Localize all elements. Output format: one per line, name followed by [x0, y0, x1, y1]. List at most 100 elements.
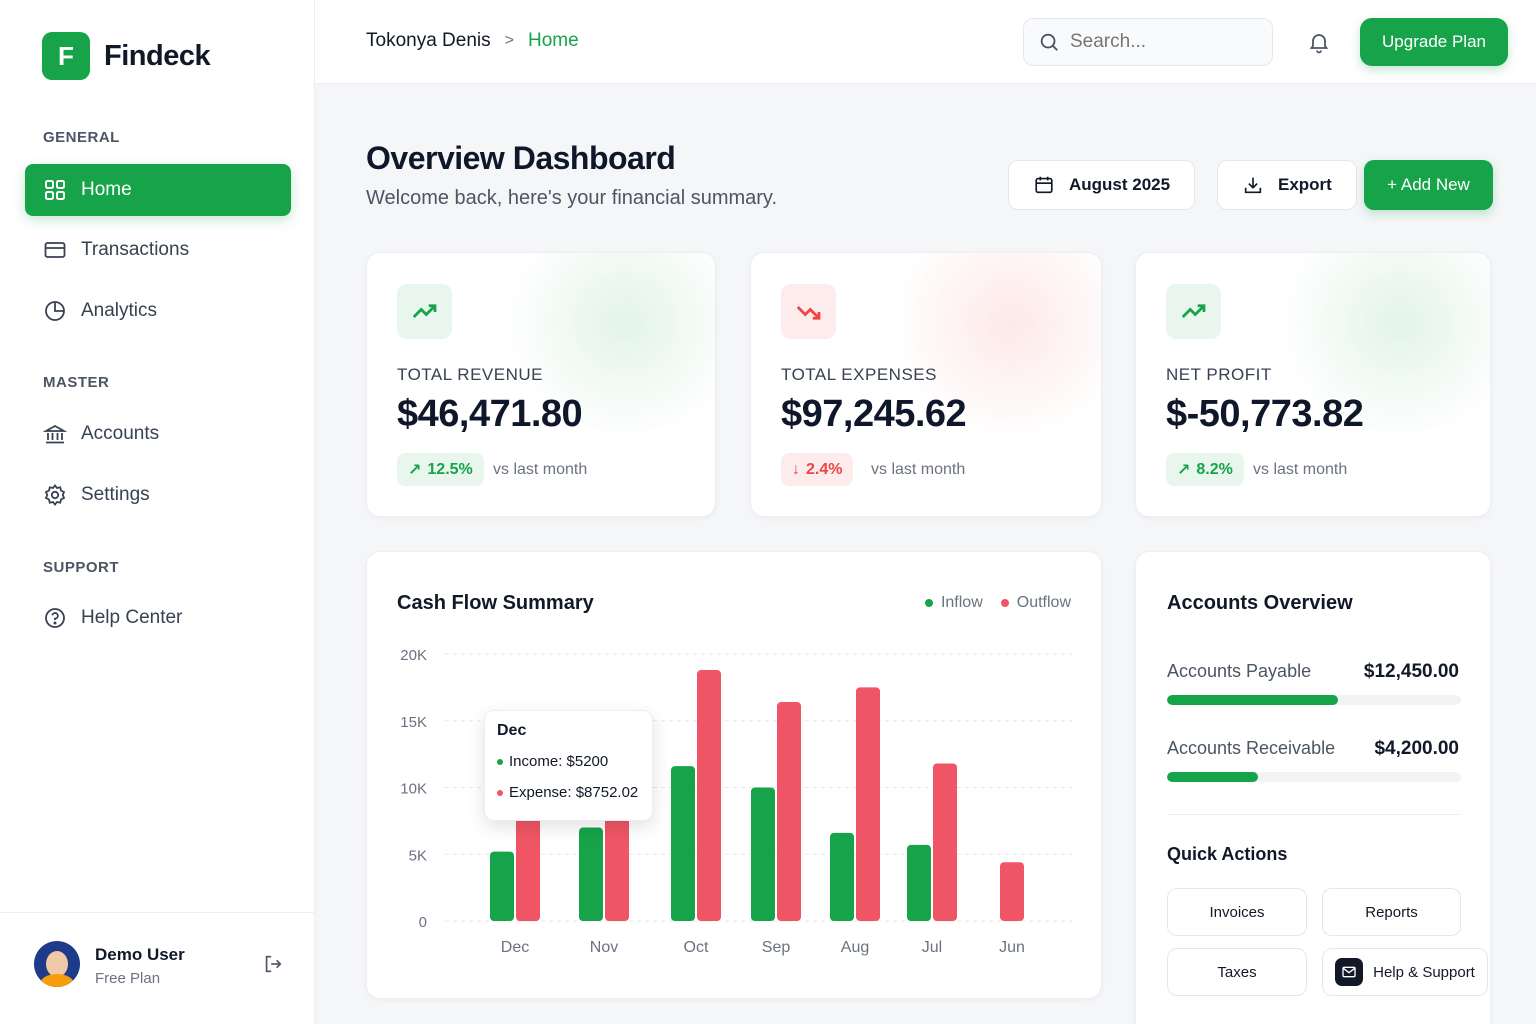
brand-logo: F — [42, 32, 90, 80]
bar-outflow — [777, 702, 801, 921]
arrow-up-right-icon: ↗ — [408, 461, 422, 479]
bar-inflow — [490, 851, 514, 921]
accounts-receivable-bar — [1167, 772, 1461, 782]
quick-action-label: Invoices — [1209, 903, 1265, 921]
bar-outflow — [856, 687, 880, 921]
arrow-down-icon: ↓ — [792, 460, 800, 478]
accounts-payable-label: Accounts Payable — [1167, 661, 1312, 681]
upgrade-plan-button[interactable]: Upgrade Plan — [1360, 18, 1508, 66]
sidebar-item-settings[interactable]: Settings — [25, 469, 291, 521]
brand-name: Findeck — [104, 39, 211, 72]
y-tick-label: 5K — [409, 847, 427, 864]
taxes-button[interactable]: Taxes — [1167, 948, 1307, 996]
sidebar-item-analytics[interactable]: Analytics — [25, 285, 291, 337]
sidebar-item-accounts[interactable]: Accounts — [25, 408, 291, 460]
avatar-face — [46, 951, 68, 977]
tooltip-expense-text: Expense: $8752.02 — [509, 784, 639, 801]
section-label-support: SUPPORT — [43, 559, 120, 576]
stat-card-revenue[interactable]: TOTAL REVENUE $46,471.80 ↗ 12.5% vs last… — [366, 252, 716, 517]
tooltip-expense: Expense: $8752.02 — [497, 784, 638, 801]
tooltip-dot — [497, 758, 503, 765]
logout-icon[interactable] — [262, 953, 284, 975]
section-label-general: GENERAL — [43, 129, 120, 146]
accounts-payable-value: $12,450.00 — [1363, 661, 1459, 682]
stat-value: $-50,773.82 — [1166, 393, 1364, 435]
sidebar-item-home[interactable]: Home — [25, 164, 291, 216]
chart-title: Cash Flow Summary — [397, 592, 594, 614]
date-picker-button[interactable]: August 2025 — [1008, 160, 1196, 210]
export-button[interactable]: Export — [1217, 160, 1357, 210]
stat-comparison: vs last month — [493, 461, 588, 478]
bell-icon[interactable] — [1307, 30, 1331, 54]
breadcrumb-separator: > — [504, 32, 514, 49]
accounts-receivable-value: $4,200.00 — [1374, 738, 1459, 759]
mail-icon — [1335, 958, 1364, 986]
brand[interactable]: F Findeck — [42, 32, 211, 80]
progress-fill — [1167, 772, 1259, 782]
stat-change-value: 12.5% — [427, 460, 473, 478]
sidebar-item-label: Settings — [81, 484, 150, 505]
x-tick-label: Oct — [684, 939, 709, 956]
stat-label: TOTAL REVENUE — [397, 365, 543, 384]
user-plan: Free Plan — [95, 970, 161, 987]
breadcrumb: Tokonya Denis > Home — [366, 30, 579, 52]
stat-change-badge: ↗ 12.5% — [397, 453, 484, 486]
y-tick-label: 15K — [400, 714, 427, 731]
accounts-overview-card: Accounts Overview Accounts Payable $12,4… — [1135, 551, 1491, 1024]
search-box[interactable] — [1023, 18, 1273, 66]
bar-outflow — [605, 806, 629, 921]
trend-down-icon — [781, 284, 836, 339]
cash-flow-card: Cash Flow Summary Inflow Outflow 0 5K 10K 1… — [366, 551, 1102, 999]
accounts-payable-bar — [1167, 695, 1461, 705]
card-icon — [44, 242, 66, 258]
search-input[interactable] — [1070, 31, 1250, 53]
date-label: August 2025 — [1069, 175, 1171, 194]
divider — [1167, 814, 1461, 815]
stat-change-value: 8.2% — [1196, 460, 1233, 478]
sidebar-item-help-center[interactable]: Help Center — [25, 592, 291, 644]
page-title: Overview Dashboard — [366, 140, 676, 176]
stat-change-badge: ↓ 2.4% — [781, 453, 854, 486]
page-subtitle: Welcome back, here's your financial summ… — [366, 187, 778, 209]
avatar[interactable] — [34, 941, 80, 987]
invoices-button[interactable]: Invoices — [1167, 888, 1307, 936]
calendar-icon — [1035, 176, 1053, 194]
trend-up-icon — [397, 284, 452, 339]
add-new-button[interactable]: + Add New — [1364, 160, 1493, 210]
x-tick-label: Nov — [590, 939, 618, 956]
bar-inflow — [907, 844, 931, 921]
search-icon — [1040, 33, 1058, 51]
sidebar-user-panel: Demo User Free Plan — [0, 912, 315, 1024]
quick-action-label: Help & Support — [1373, 963, 1475, 981]
user-name: Demo User — [95, 945, 185, 964]
sidebar-item-transactions[interactable]: Transactions — [25, 224, 291, 276]
reports-button[interactable]: Reports — [1322, 888, 1461, 936]
help-support-button[interactable]: Help & Support — [1322, 948, 1488, 996]
y-tick-label: 10K — [400, 781, 427, 798]
breadcrumb-current[interactable]: Home — [527, 30, 579, 51]
x-tick-label: Jun — [999, 939, 1025, 956]
accounts-overview-title: Accounts Overview — [1167, 592, 1353, 614]
x-tick-label: Dec — [501, 939, 529, 956]
y-tick-label: 20K — [400, 647, 427, 664]
stat-change-badge: ↗ 8.2% — [1166, 453, 1244, 486]
tooltip-income-text: Income: $5200 — [509, 753, 609, 770]
chart-legend: Inflow Outflow — [924, 594, 1071, 612]
stat-card-expenses[interactable]: TOTAL EXPENSES $97,245.62 ↓ 2.4% vs last… — [750, 252, 1102, 517]
stat-label: TOTAL EXPENSES — [781, 365, 937, 384]
breadcrumb-user[interactable]: Tokonya Denis — [366, 30, 491, 51]
x-tick-label: Sep — [762, 939, 791, 956]
bank-icon — [43, 424, 67, 444]
stat-value: $97,245.62 — [781, 393, 967, 435]
legend-item-outflow[interactable]: Outflow — [1000, 594, 1071, 612]
stat-card-net-profit[interactable]: NET PROFIT $-50,773.82 ↗ 8.2% vs last mo… — [1135, 252, 1491, 517]
trend-up-icon — [1166, 284, 1221, 339]
quick-actions-title: Quick Actions — [1167, 844, 1288, 864]
legend-dot — [924, 599, 933, 607]
legend-item-inflow[interactable]: Inflow — [924, 594, 983, 612]
stat-comparison: vs last month — [1253, 461, 1348, 478]
add-new-label: + Add New — [1387, 175, 1470, 194]
bar-outflow — [1000, 862, 1024, 921]
bar-inflow — [830, 832, 854, 921]
export-label: Export — [1278, 175, 1332, 194]
